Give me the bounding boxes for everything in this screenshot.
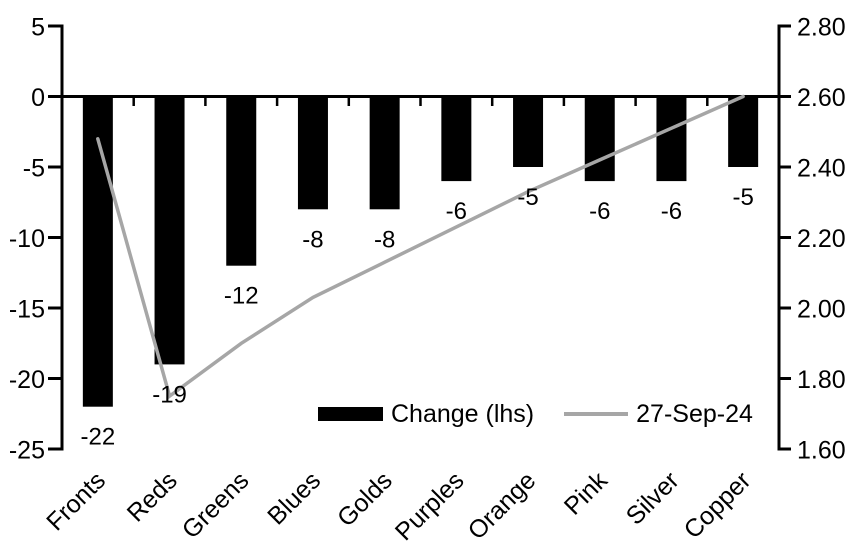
legend-item-line: 27-Sep-24 [564,399,753,428]
category-label-purples: Purples [390,466,470,546]
category-label-pink: Pink [559,466,614,521]
category-label-golds: Golds [332,466,398,532]
bar-reds [154,96,185,365]
left-axis-tick-label: 5 [31,14,45,42]
right-axis-tick-label: 2.00 [797,296,846,324]
bar-data-label: -5 [732,184,753,211]
bar-data-label: -12 [224,283,259,310]
category-label-greens: Greens [177,466,255,544]
legend-label-date: 27-Sep-24 [636,399,753,428]
bar-data-label: -6 [589,198,610,225]
right-axis-tick-label: 2.60 [797,84,846,112]
right-axis-tick-label: 2.80 [797,14,846,42]
category-label-copper: Copper [679,466,757,544]
bar-data-label: -6 [661,198,682,225]
left-axis-tick-label: -20 [9,366,45,394]
category-label-reds: Reds [122,466,183,527]
bar-purples [441,96,472,182]
left-axis-tick-label: -15 [9,296,45,324]
category-label-fronts: Fronts [41,466,111,536]
category-label-silver: Silver [621,466,685,530]
right-axis-tick-label: 1.80 [797,366,846,394]
bar-silver [656,96,687,182]
left-axis-tick-label: -25 [9,437,45,465]
bar-data-label: -19 [152,381,187,408]
bar-blues [297,96,328,210]
bar-fronts [82,96,113,407]
bar-orange [513,96,544,167]
right-axis-tick-label: 2.40 [797,155,846,183]
bar-data-label: -8 [374,226,395,253]
bar-data-label: -6 [446,198,467,225]
bar-greens [226,96,257,266]
bar-copper [728,96,759,167]
right-axis-tick-label: 1.60 [797,437,846,465]
left-axis-tick-label: 0 [31,84,45,112]
line-series [96,94,745,400]
right-axis-tick-label: 2.20 [797,225,846,253]
left-axis-tick-label: -5 [23,155,45,183]
legend-line-swatch [564,412,629,416]
bar-data-label: -5 [517,184,538,211]
category-label-orange: Orange [463,466,542,545]
legend-label-change: Change (lhs) [391,399,535,428]
legend: Change (lhs) 27-Sep-24 [318,400,753,428]
legend-bar-swatch [318,407,383,421]
category-label-blues: Blues [262,466,326,530]
bar-data-label: -8 [302,226,323,253]
bar-pink [584,96,615,182]
legend-item-change: Change (lhs) [318,399,535,428]
bar-golds [369,96,400,210]
bar-data-label: -22 [81,424,116,451]
left-axis-tick-label: -10 [9,225,45,253]
